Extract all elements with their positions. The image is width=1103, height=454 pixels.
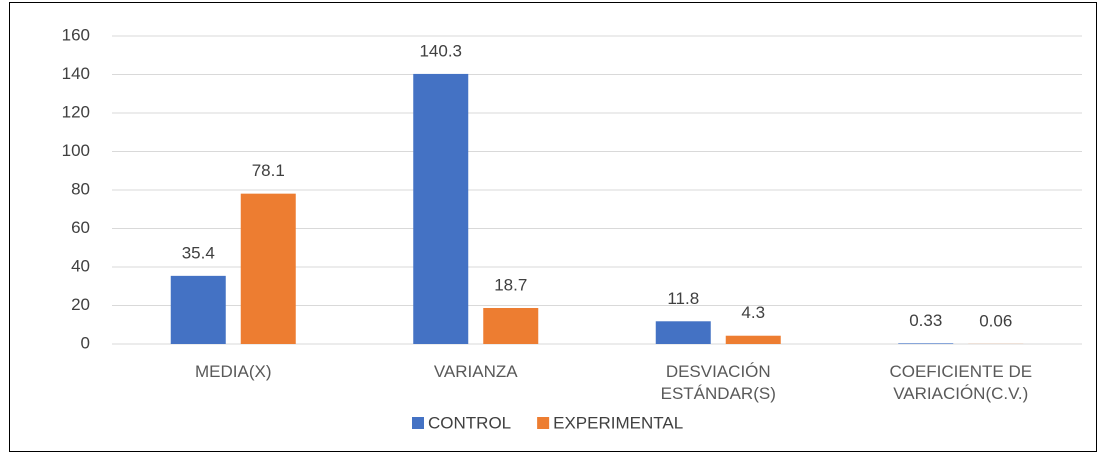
legend-swatch <box>412 417 424 429</box>
data-label: 35.4 <box>182 243 215 262</box>
y-tick-label: 120 <box>62 102 90 121</box>
frame <box>9 2 1097 452</box>
y-tick-label: 0 <box>81 333 90 352</box>
bar <box>655 321 711 344</box>
data-label: 0.06 <box>979 311 1012 330</box>
bar <box>898 343 954 344</box>
x-tick-label: MEDIA(X) <box>195 362 272 381</box>
bar <box>725 335 781 344</box>
data-label: 18.7 <box>494 275 527 294</box>
y-tick-label: 100 <box>62 141 90 160</box>
bar <box>170 275 226 344</box>
y-tick-label: 160 <box>62 25 90 44</box>
data-label: 11.8 <box>667 289 699 308</box>
legend-label: CONTROL <box>428 413 511 432</box>
bar <box>240 193 296 344</box>
x-tick-label: COEFICIENTE DE VARIACIÓN(C.V.) <box>889 362 1033 403</box>
y-tick-label: 20 <box>71 295 90 314</box>
data-label: 140.3 <box>419 41 462 60</box>
y-tick-label: 80 <box>71 179 90 198</box>
x-tick-label: VARIANZA <box>433 362 518 381</box>
data-label: 0.33 <box>909 311 942 330</box>
y-tick-label: 40 <box>71 256 90 275</box>
bar <box>483 308 539 344</box>
x-tick-label: DESVIACIÓN ESTÁNDAR(S) <box>660 362 776 403</box>
y-tick-label: 140 <box>62 64 90 83</box>
data-label: 78.1 <box>252 161 285 180</box>
data-label: 4.3 <box>741 303 765 322</box>
legend-swatch <box>537 417 550 429</box>
bar <box>413 73 469 345</box>
legend-label: EXPERIMENTAL <box>553 413 683 432</box>
y-tick-label: 60 <box>71 218 90 237</box>
